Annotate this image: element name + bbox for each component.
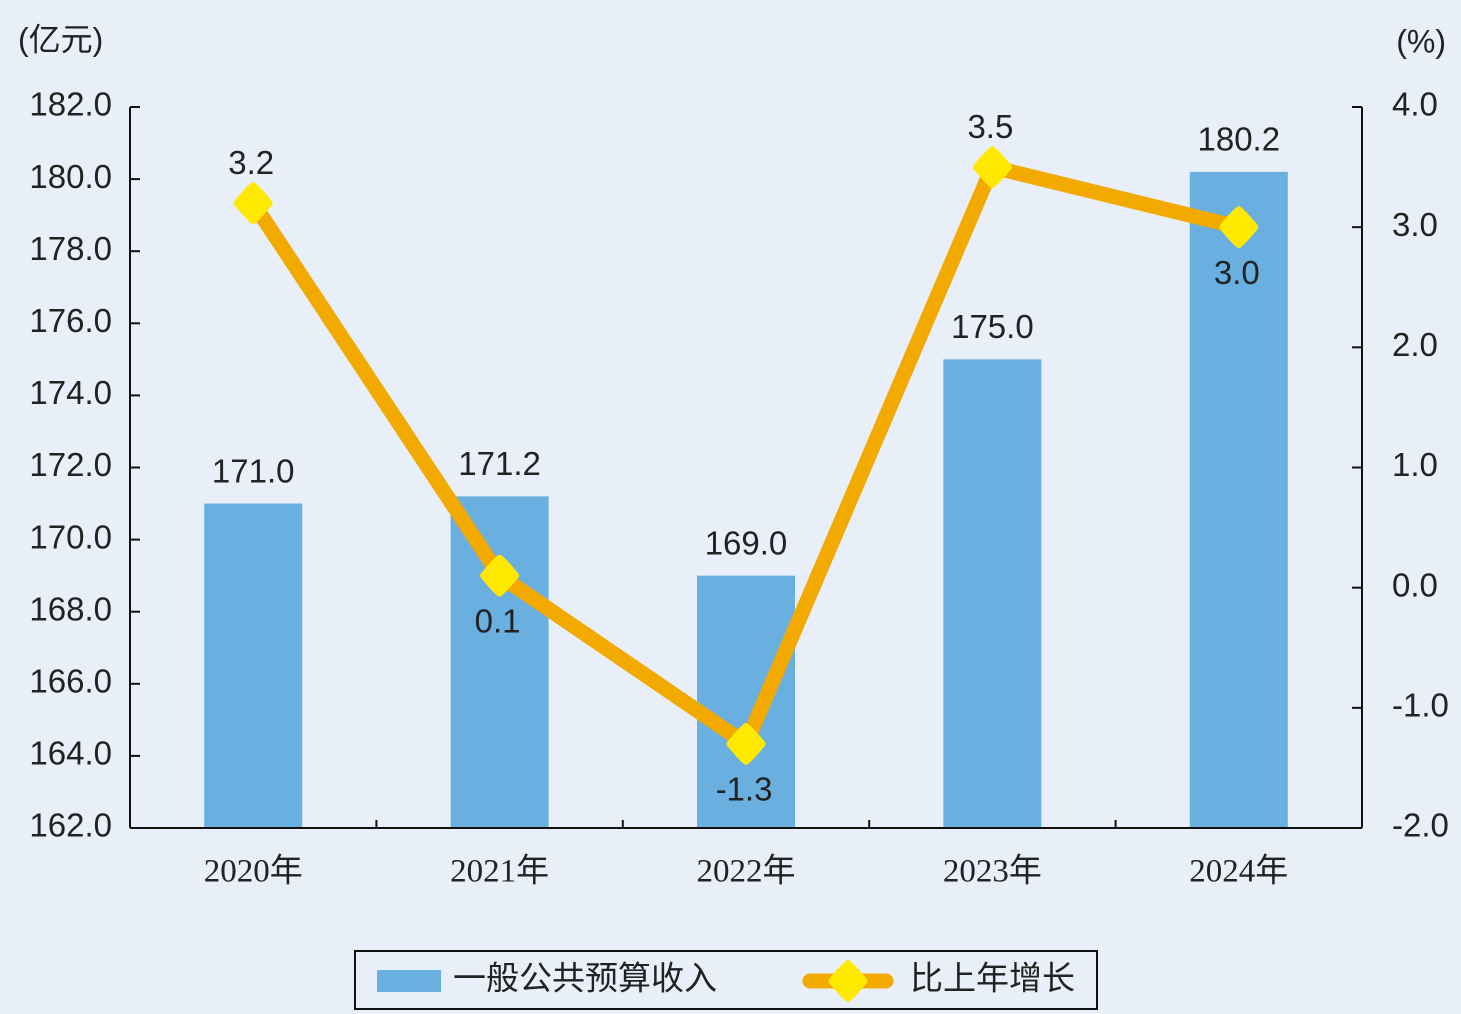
- bar-value-label: 180.2: [1198, 121, 1281, 158]
- bar: [1189, 171, 1288, 828]
- legend-marker: [828, 960, 868, 1002]
- bar: [450, 496, 549, 828]
- line-value-label: 0.1: [475, 602, 521, 639]
- y-tick-label: 166.0: [29, 663, 112, 700]
- legend-box: [354, 950, 1098, 1010]
- line-marker: [480, 554, 520, 597]
- x-tick-label: 2021年: [450, 853, 549, 890]
- legend-swatch: [377, 970, 441, 992]
- x-tick-label: 2024年: [1189, 853, 1288, 890]
- line-value-label: 3.2: [228, 144, 274, 181]
- line-marker: [1219, 206, 1259, 249]
- y2-axis-label: (%): [1396, 23, 1446, 59]
- bar: [943, 359, 1042, 828]
- bar-value-label: 175.0: [951, 308, 1034, 345]
- x-tick-label: 2020年: [204, 853, 303, 890]
- y2-tick-label: 4.0: [1392, 86, 1438, 123]
- y-tick-label: 164.0: [29, 735, 112, 772]
- line-value-label: 3.5: [967, 108, 1013, 145]
- y-axis-label: (亿元): [18, 21, 103, 57]
- y-tick-label: 162.0: [29, 807, 112, 844]
- y-tick-label: 178.0: [29, 230, 112, 267]
- y-tick-label: 172.0: [29, 446, 112, 483]
- bar: [204, 503, 303, 828]
- bar-value-label: 171.0: [212, 452, 295, 489]
- y2-tick-label: 2.0: [1392, 326, 1438, 363]
- bar-value-label: 171.2: [458, 445, 541, 482]
- y2-tick-label: 0.0: [1392, 566, 1438, 603]
- x-tick-label: 2023年: [943, 853, 1042, 890]
- y2-tick-label: -1.0: [1392, 687, 1449, 724]
- legend-label: 比上年增长: [910, 960, 1075, 997]
- y-tick-label: 180.0: [29, 158, 112, 195]
- line-marker: [233, 182, 273, 225]
- y-tick-label: 168.0: [29, 590, 112, 627]
- x-tick-label: 2022年: [697, 853, 796, 890]
- legend-label: 一般公共预算收入: [453, 960, 717, 997]
- line-value-label: -1.3: [716, 771, 773, 808]
- y-tick-label: 174.0: [29, 374, 112, 411]
- line-marker: [726, 722, 766, 765]
- y2-tick-label: 3.0: [1392, 206, 1438, 243]
- bar: [697, 575, 795, 828]
- line-marker: [972, 146, 1012, 189]
- line-value-label: 3.0: [1214, 254, 1260, 291]
- y-tick-label: 176.0: [29, 302, 112, 339]
- y-tick-label: 170.0: [29, 518, 112, 555]
- y-tick-label: 182.0: [29, 86, 112, 123]
- bar-value-label: 169.0: [705, 524, 788, 561]
- y2-tick-label: -2.0: [1392, 807, 1449, 844]
- y2-tick-label: 1.0: [1392, 446, 1438, 483]
